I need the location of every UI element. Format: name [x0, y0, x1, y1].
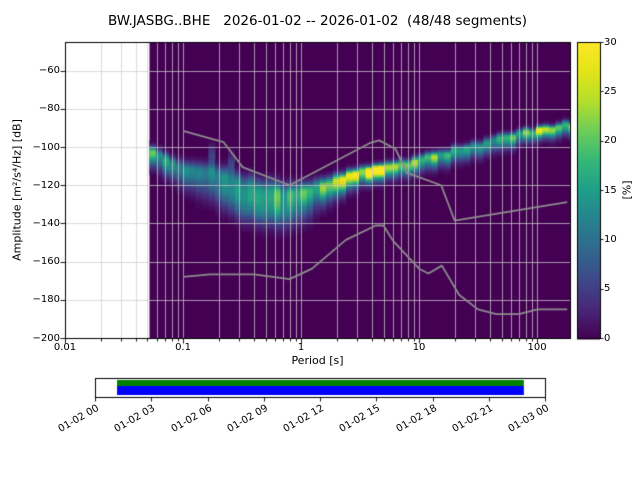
y-tick-label: −160	[32, 256, 60, 268]
y-tick-label: −200	[32, 332, 60, 344]
y-tick-label: −100	[32, 141, 60, 153]
y-tick-label: −120	[32, 179, 60, 191]
plot-title: BW.JASBG..BHE 2026-01-02 -- 2026-01-02 (…	[107, 13, 528, 29]
colorbar-tick-label: 25	[604, 85, 617, 97]
x-axis-label: Period [s]	[291, 354, 344, 367]
x-tick-label: 10	[412, 342, 426, 353]
colorbar-tick-label: 10	[604, 233, 617, 245]
colorbar-tick-label: 30	[604, 36, 617, 48]
x-tick-label: 1	[297, 342, 305, 353]
colorbar-tick-label: 20	[604, 135, 617, 147]
x-tick-label: 0.1	[175, 342, 191, 353]
colorbar-tick-label: 5	[604, 283, 611, 295]
y-tick-label: −140	[32, 217, 60, 229]
y-tick-label: −60	[38, 65, 60, 77]
y-tick-label: −180	[32, 294, 60, 306]
x-tick-label: 0.01	[53, 342, 77, 353]
y-tick-label: −80	[38, 103, 60, 115]
colorbar-tick-label: 0	[604, 332, 611, 344]
x-tick-label: 100	[527, 342, 547, 353]
colorbar-tick-label: 15	[604, 184, 617, 196]
